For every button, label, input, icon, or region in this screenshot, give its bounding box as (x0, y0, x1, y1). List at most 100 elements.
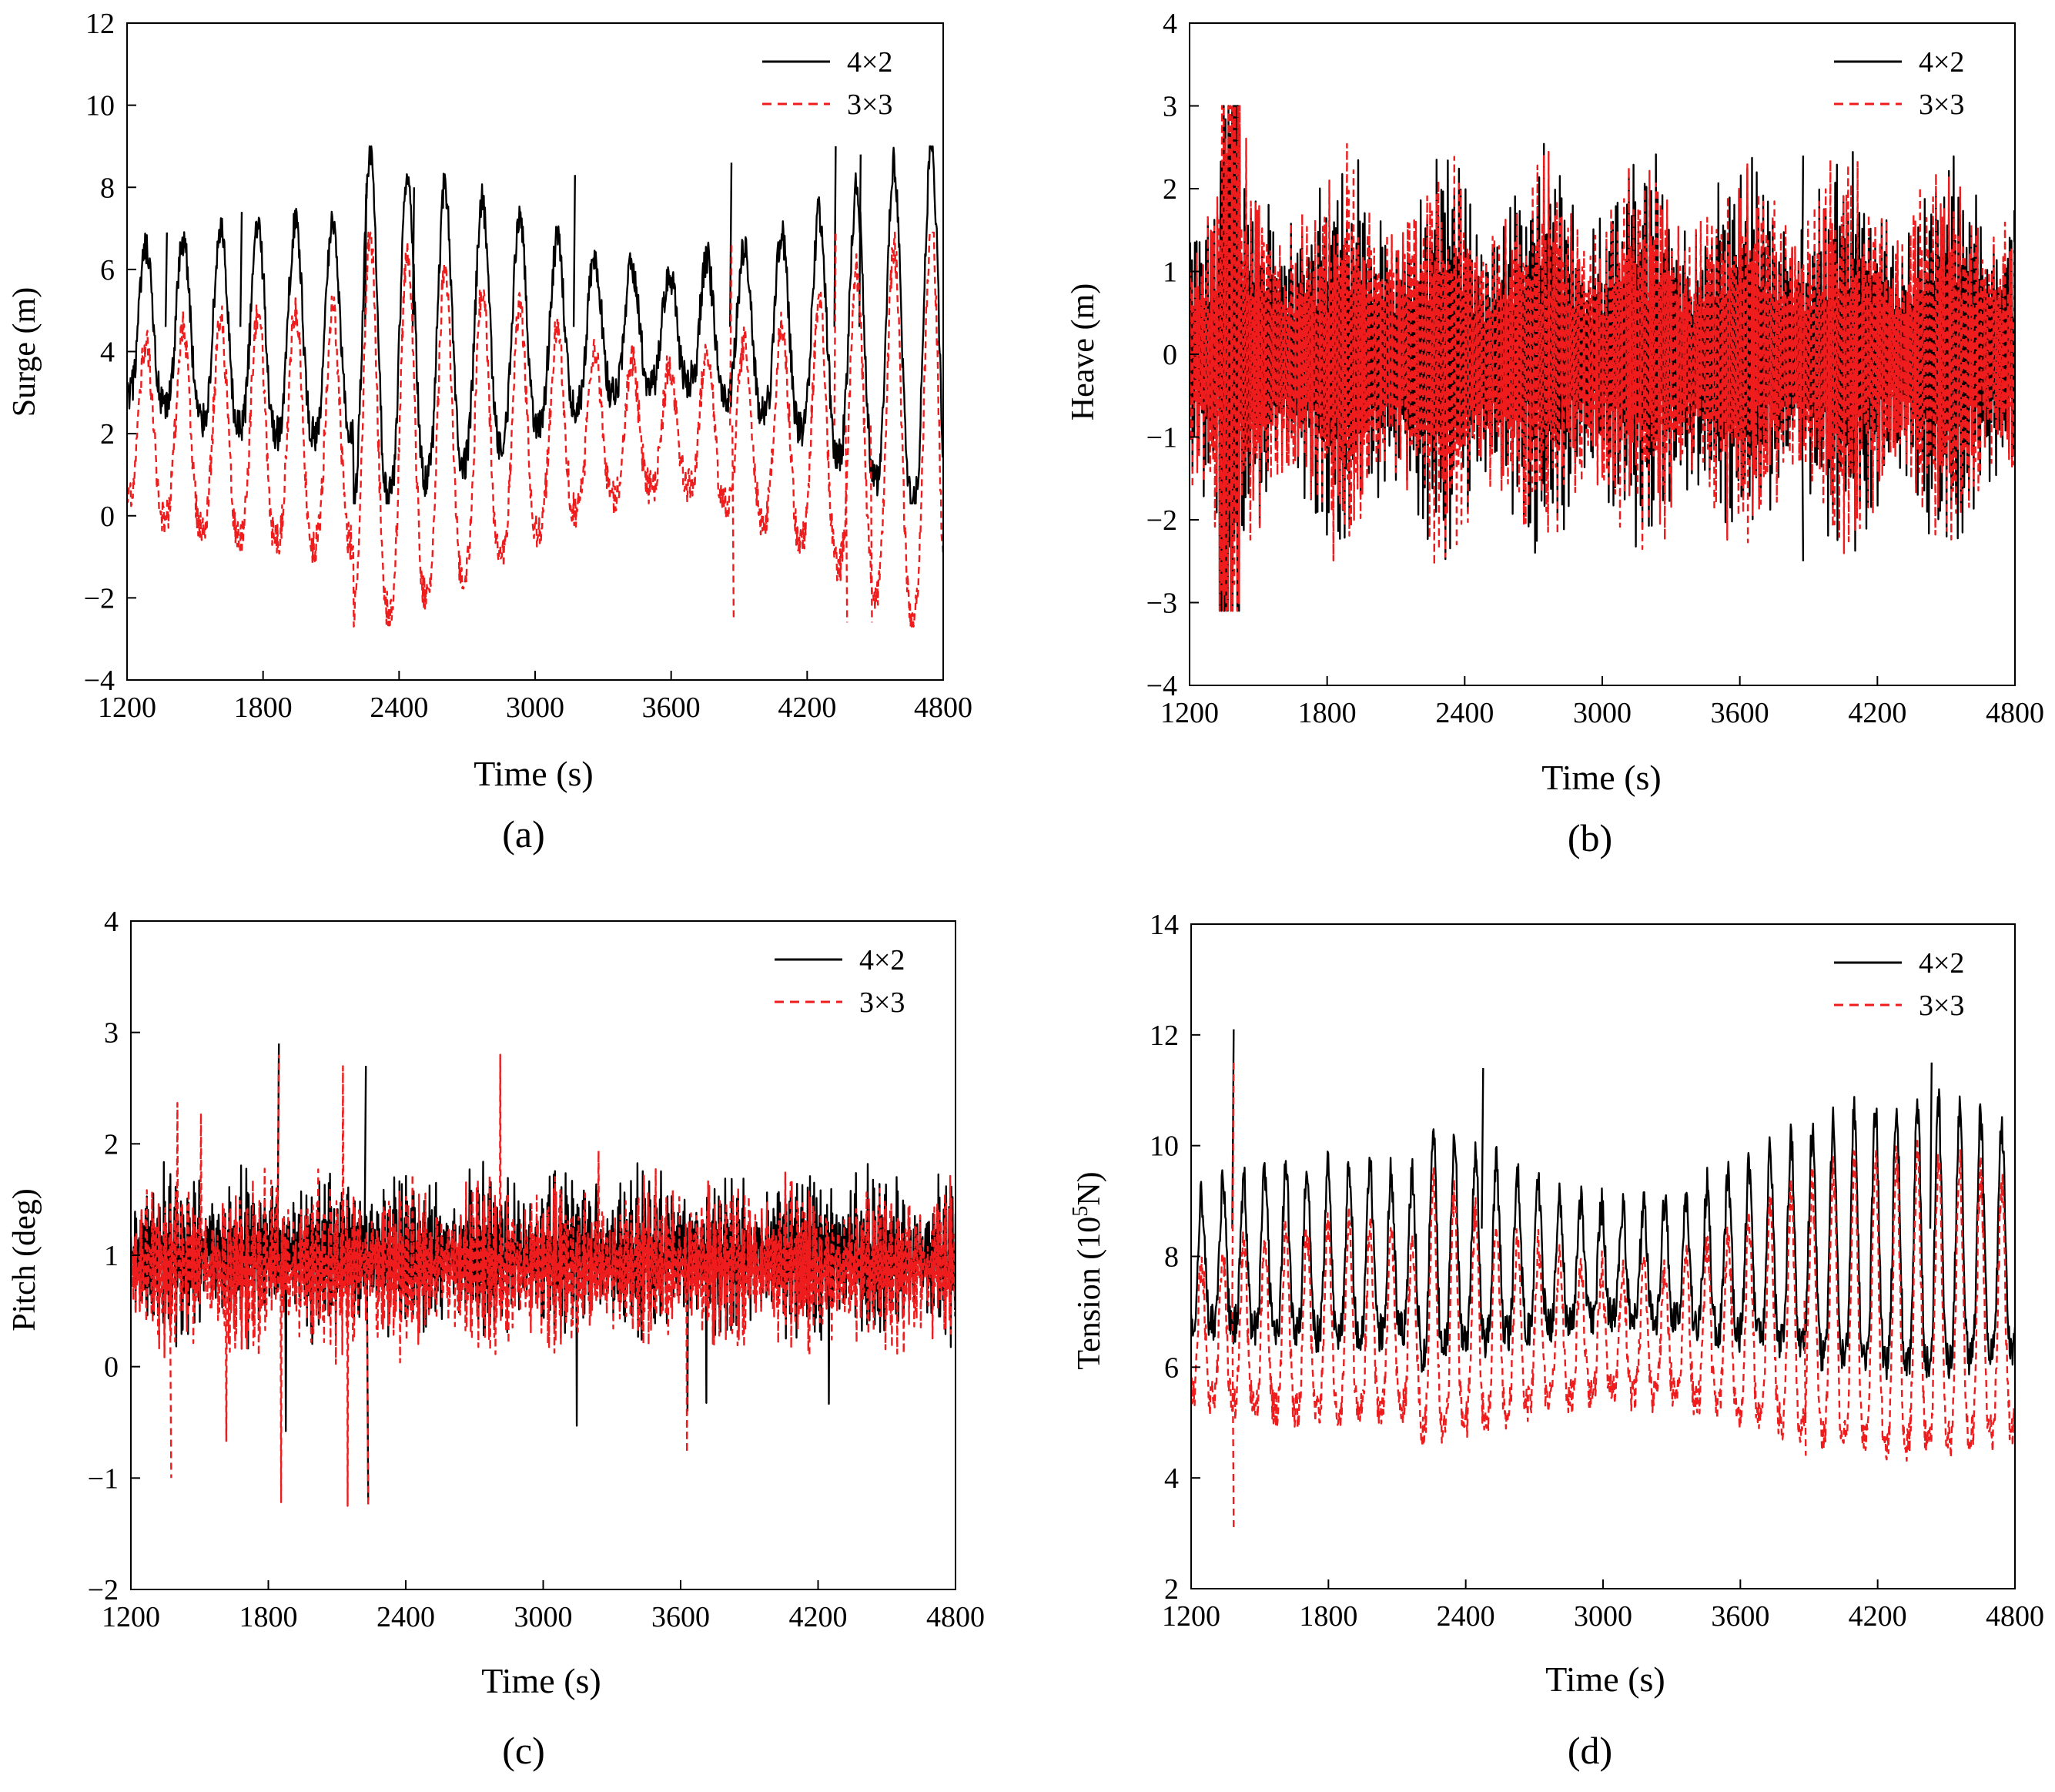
legend-label-b-0: 4×2 (1919, 46, 1964, 79)
x-tick-label-a-4: 3600 (642, 692, 701, 724)
y-tick-label-b-8: 4 (1163, 8, 1177, 40)
series-4x2-line-c (131, 1161, 956, 1432)
y-tick-label-a-5: 6 (100, 254, 115, 286)
panel-c-xlabel: Time (s) (481, 1661, 601, 1700)
y-tick-label-c-2: 0 (104, 1352, 119, 1384)
y-tick-label-c-5: 3 (104, 1017, 119, 1050)
peak-mark-a-0-2 (364, 183, 368, 327)
x-tick-label-c-0: 1200 (102, 1601, 160, 1633)
x-tick-label-c-6: 4800 (926, 1601, 985, 1633)
y-tick-label-d-2: 6 (1164, 1352, 1179, 1384)
y-tick-label-d-6: 14 (1150, 909, 1179, 941)
panel-d-ylabel-main: Tension (10 (1072, 1217, 1107, 1370)
legend-label-b-1: 3×3 (1919, 89, 1964, 121)
peak-mark-c-1-1 (366, 1266, 370, 1506)
peak-mark-d-0-2 (1481, 1067, 1484, 1229)
y-tick-label-c-1: −1 (88, 1462, 119, 1495)
x-tick-label-b-6: 4800 (1986, 697, 2044, 729)
y-tick-label-b-5: 1 (1163, 256, 1177, 289)
panel-a-plot-area: 1200 1800 2400 3000 3600 4200 4800 −4 −2 0 2 4 6 8 10 1… (84, 8, 972, 724)
y-tick-label-c-4: 2 (104, 1128, 119, 1161)
x-tick-label-b-1: 1800 (1298, 697, 1357, 729)
panel-d-ylabel-exponent: 5 (1069, 1206, 1093, 1217)
peak-mark-a-1-2 (731, 425, 735, 619)
x-tick-label-c-2: 2400 (377, 1601, 435, 1633)
x-tick-label-b-0: 1200 (1160, 697, 1219, 729)
legend-label-c-1: 3×3 (859, 986, 905, 1019)
panel-b-plot-area: 1200 1800 2400 3000 3600 4200 4800 −4 −3 −2 −1 0 1 2 3… (1146, 8, 2044, 729)
panel-d-series-group (1191, 1029, 2015, 1528)
peak-mark-a-1-3 (845, 425, 848, 623)
peak-mark-d-1-0 (1231, 1062, 1235, 1301)
y-tick-label-a-7: 10 (85, 90, 115, 122)
x-tick-label-d-6: 4800 (1986, 1600, 2044, 1633)
x-tick-label-a-6: 4800 (914, 692, 972, 724)
x-tick-label-c-1: 1800 (239, 1601, 298, 1633)
y-tick-label-d-4: 10 (1150, 1130, 1179, 1163)
legend-label-a-0: 4×2 (847, 46, 892, 79)
legend-label-c-0: 4×2 (859, 944, 905, 976)
x-tick-label-d-2: 2400 (1437, 1600, 1495, 1633)
y-tick-label-a-1: −2 (84, 582, 115, 615)
peak-mark-a-0-5 (729, 162, 733, 327)
y-tick-label-d-0: 2 (1164, 1573, 1179, 1606)
x-tick-label-d-3: 3000 (1574, 1600, 1632, 1633)
series-4x2-line-a (127, 145, 943, 504)
peak-mark-a-0-4 (572, 175, 576, 327)
panel-d-ylabel: Tension (105N) (1069, 1171, 1107, 1369)
panel-b-xlabel: Time (s) (1541, 758, 1662, 797)
peak-mark-b-1-0 (1230, 106, 1233, 355)
panel-d-frame (1190, 923, 2016, 1589)
panel-c: 1200 1800 2400 3000 3600 4200 4800 −2 −1 0 1 2 3 4 4×2… (7, 906, 985, 1772)
series-3x3-line-a (127, 231, 943, 628)
peak-mark-a-0-1 (239, 212, 243, 327)
peak-mark-b-1-1 (1230, 353, 1233, 611)
x-tick-label-d-4: 3600 (1711, 1600, 1769, 1633)
panel-a-ylabel: Surge (m) (7, 287, 42, 417)
y-tick-label-a-6: 8 (100, 172, 115, 204)
panel-a-xlabel: Time (s) (474, 754, 594, 793)
x-tick-label-d-0: 1200 (1162, 1600, 1220, 1633)
x-tick-label-b-5: 4200 (1848, 697, 1906, 729)
peak-mark-a-1-4 (869, 425, 873, 623)
panel-d: 1200 1800 2400 3000 3600 4200 4800 2 4 6 8 10 12 14 4×… (1069, 909, 2044, 1772)
series-3x3-line-c (131, 1053, 956, 1507)
x-tick-label-a-0: 1200 (98, 692, 156, 724)
panel-b-series-group (1190, 105, 2015, 612)
y-tick-label-a-3: 2 (100, 418, 115, 451)
y-tick-label-c-3: 1 (104, 1240, 119, 1272)
legend-label-a-1: 3×3 (847, 89, 892, 121)
x-tick-label-a-3: 3000 (506, 692, 564, 724)
panel-d-xlabel: Time (s) (1545, 1660, 1665, 1699)
y-tick-label-b-2: −2 (1146, 504, 1177, 537)
panel-d-label: (d) (1568, 1729, 1612, 1772)
peak-mark-d-1-1 (1231, 1300, 1235, 1528)
panel-a: 1200 1800 2400 3000 3600 4200 4800 −4 −2 0 2 4 6 8 10 1… (7, 8, 972, 856)
panel-c-label: (c) (502, 1729, 545, 1772)
x-tick-label-b-2: 2400 (1435, 697, 1494, 729)
panel-b: 1200 1800 2400 3000 3600 4200 4800 −4 −3 −2 −1 0 1 2 3… (1066, 8, 2044, 859)
x-tick-label-a-2: 2400 (370, 692, 428, 724)
peak-mark-d-1-2 (1803, 1300, 1807, 1456)
panel-b-ylabel: Heave (m) (1066, 283, 1101, 420)
y-tick-label-b-1: −3 (1146, 588, 1177, 620)
y-tick-label-b-6: 2 (1163, 173, 1177, 206)
peak-mark-a-1-1 (833, 232, 837, 426)
x-tick-label-d-5: 4200 (1849, 1600, 1907, 1633)
peak-mark-a-1-0 (729, 244, 733, 426)
y-tick-label-b-3: −1 (1146, 422, 1177, 454)
panel-d-ylabel-unit: N) (1072, 1171, 1107, 1205)
peak-mark-c-1-0 (276, 1054, 280, 1267)
panel-a-series-group (127, 145, 943, 628)
peak-mark-d-0-0 (1231, 1029, 1235, 1229)
peak-mark-c-0-1 (363, 1066, 367, 1256)
x-tick-label-d-1: 1800 (1299, 1600, 1357, 1633)
legend-label-d-0: 4×2 (1919, 947, 1964, 980)
y-tick-label-a-2: 0 (100, 501, 115, 533)
panel-c-plot-area: 1200 1800 2400 3000 3600 4200 4800 −2 −1 0 1 2 3 4 4×2… (88, 906, 985, 1633)
peak-mark-a-0-0 (164, 232, 168, 327)
x-tick-label-b-4: 3600 (1711, 697, 1769, 729)
x-tick-label-b-3: 3000 (1573, 697, 1632, 729)
y-tick-label-c-6: 4 (104, 906, 119, 938)
